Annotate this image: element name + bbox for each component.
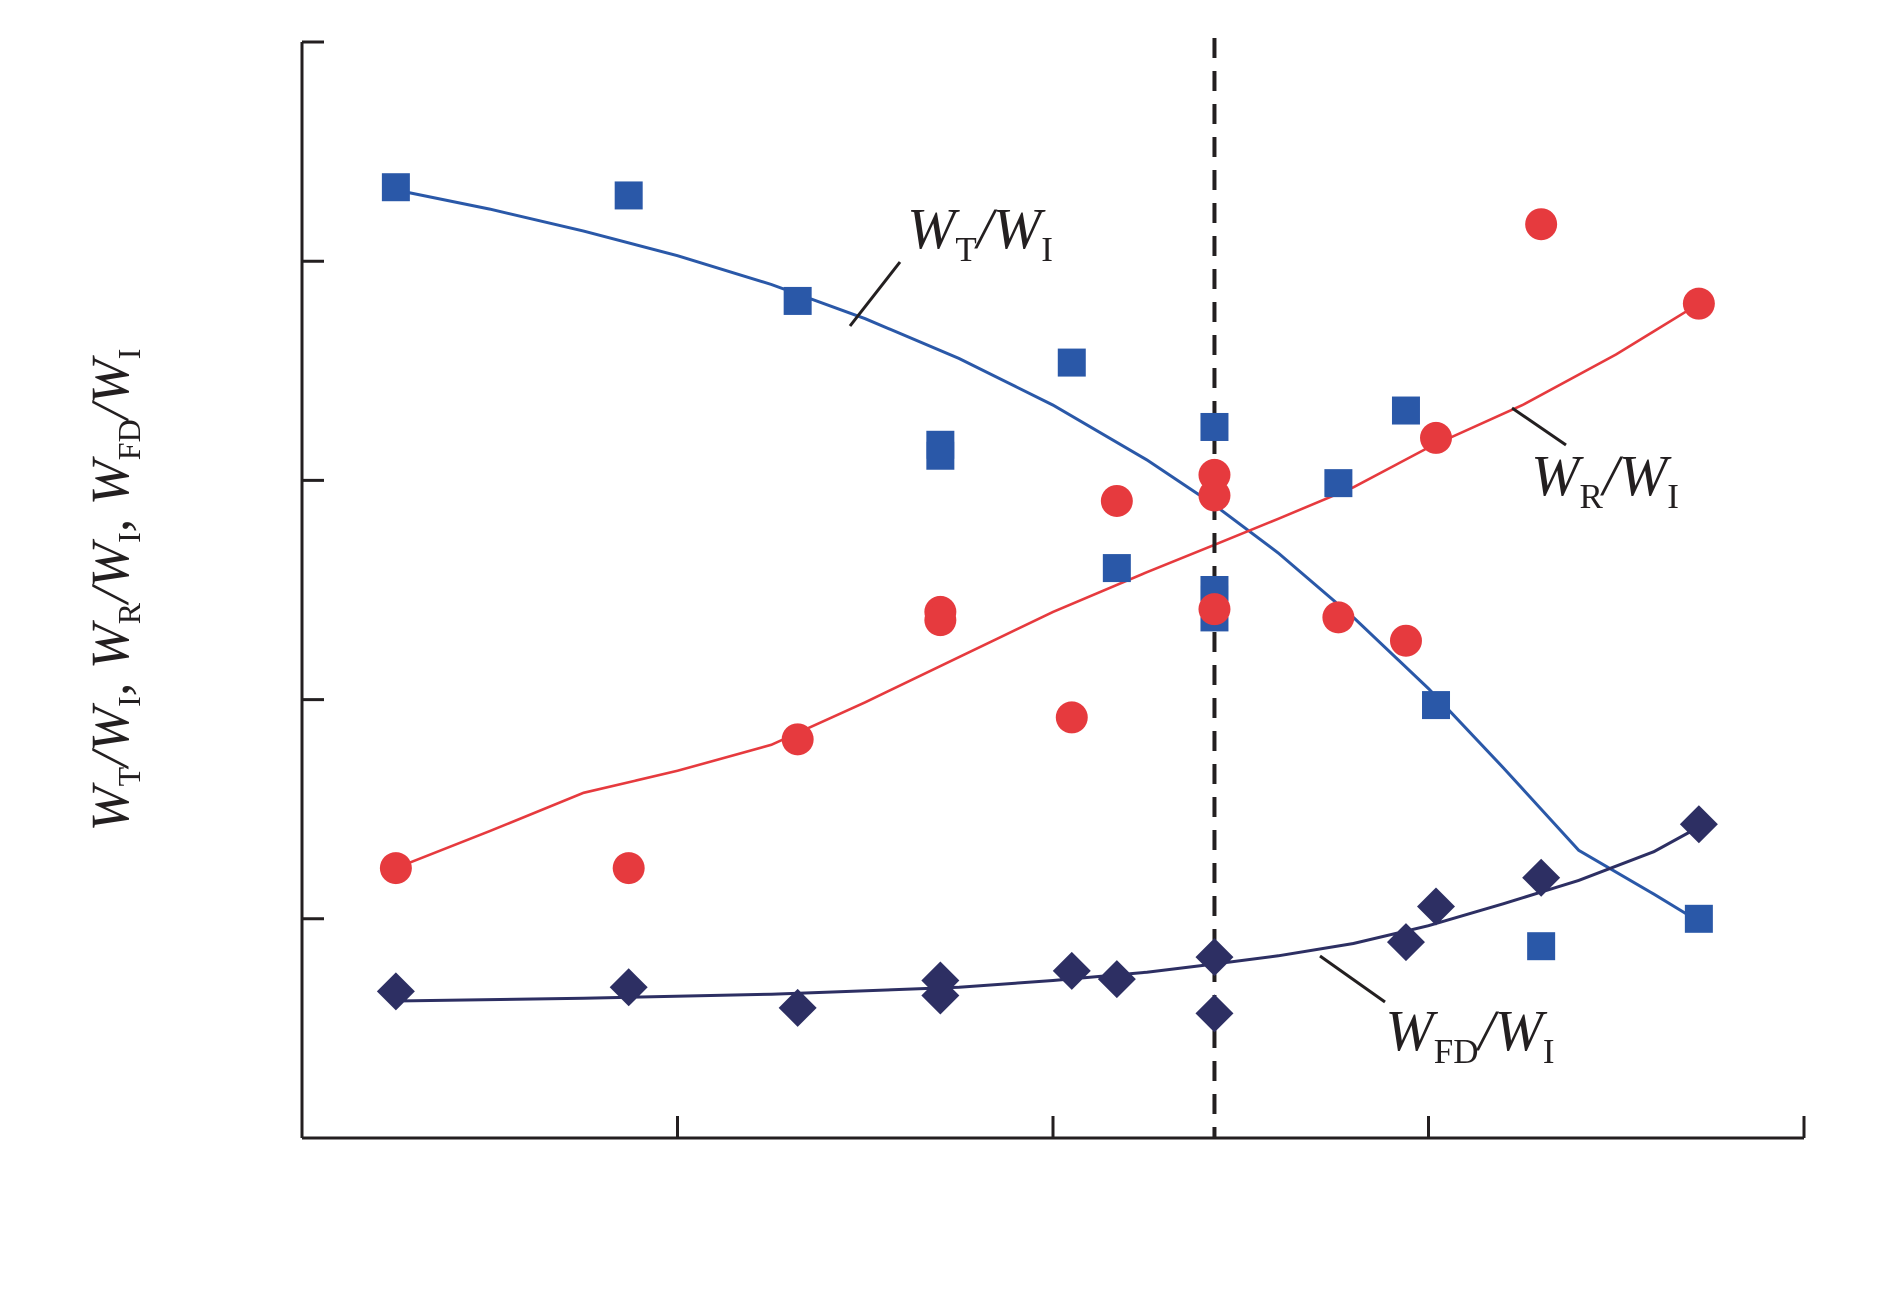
diamond-marker xyxy=(1386,923,1425,962)
series-label-circle: WR/WI xyxy=(1531,443,1679,516)
fit-curve-square xyxy=(395,188,1700,923)
circle-marker xyxy=(1420,421,1453,454)
label-subscript: I xyxy=(111,532,147,543)
circle-marker xyxy=(379,852,412,885)
diamond-marker xyxy=(1522,858,1561,897)
circle-marker xyxy=(1525,208,1558,241)
label-part: W xyxy=(1385,998,1438,1063)
diamond-marker xyxy=(376,972,415,1011)
y-axis-title: WT/WI, WR/WI, WFD/WI xyxy=(80,349,147,832)
fit-curve-circle xyxy=(395,302,1700,870)
square-marker xyxy=(1391,396,1420,425)
square-marker xyxy=(1102,554,1131,583)
fit-curve-diamond xyxy=(395,825,1700,1003)
diamond-marker xyxy=(609,968,648,1007)
label-part: /W xyxy=(1600,443,1672,508)
data-markers xyxy=(376,173,1718,1033)
circle-marker xyxy=(1055,701,1088,734)
circle-marker xyxy=(1682,287,1715,320)
label-part: /W xyxy=(974,196,1046,261)
square-marker xyxy=(614,181,643,210)
circle-marker xyxy=(612,852,645,885)
series-label-square: WT/WI xyxy=(907,196,1053,269)
circle-marker xyxy=(1389,624,1422,657)
square-marker xyxy=(783,286,812,315)
square-marker xyxy=(1527,932,1556,961)
square-marker xyxy=(1057,348,1086,377)
label-part: /W xyxy=(80,538,140,606)
square-marker xyxy=(1200,412,1229,441)
square-marker xyxy=(926,441,955,470)
square-marker xyxy=(1324,469,1353,498)
diamond-marker xyxy=(1679,805,1718,844)
label-subscript: FD xyxy=(1434,1032,1479,1071)
diamond-marker xyxy=(1052,951,1091,990)
diamond-marker xyxy=(1417,887,1456,926)
label-subscript: T xyxy=(955,230,976,269)
callout-leader-circle xyxy=(1511,406,1567,447)
diamond-marker xyxy=(921,976,960,1015)
callout-leader-diamond xyxy=(1319,954,1386,1004)
square-marker xyxy=(1684,904,1713,933)
label-part: W xyxy=(1531,443,1584,508)
fit-curves xyxy=(395,188,1700,1003)
callout-leader-square xyxy=(848,261,902,327)
diamond-marker xyxy=(1097,960,1136,999)
circle-marker xyxy=(1198,479,1231,512)
circle-marker xyxy=(1100,484,1133,517)
square-marker xyxy=(381,173,410,202)
label-part: , W xyxy=(80,619,140,696)
label-part: W xyxy=(907,196,960,261)
label-part: /W xyxy=(80,702,140,770)
label-subscript: R xyxy=(111,602,147,624)
label-subscript: FD xyxy=(111,419,147,460)
square-marker xyxy=(1422,691,1451,720)
diamond-marker xyxy=(778,988,817,1027)
label-subscript: I xyxy=(111,696,147,707)
circle-marker xyxy=(1322,601,1355,634)
label-subscript: R xyxy=(1579,477,1603,516)
label-subscript: I xyxy=(1543,1032,1555,1071)
circle-marker xyxy=(781,723,814,756)
axes xyxy=(300,40,1806,1140)
diamond-marker xyxy=(1195,938,1234,977)
label-subscript: I xyxy=(111,349,147,360)
label-part: /W xyxy=(80,354,140,422)
circle-marker xyxy=(1198,593,1231,626)
series-label-diamond: WFD/WI xyxy=(1385,998,1554,1071)
diamond-marker xyxy=(1195,994,1234,1033)
label-subscript: I xyxy=(1667,477,1679,516)
label-part: /W xyxy=(1475,998,1547,1063)
label-part: , W xyxy=(80,455,140,532)
circle-marker xyxy=(924,604,957,637)
label-subscript: T xyxy=(111,766,147,786)
label-subscript: I xyxy=(1041,230,1053,269)
label-part: W xyxy=(80,781,140,831)
